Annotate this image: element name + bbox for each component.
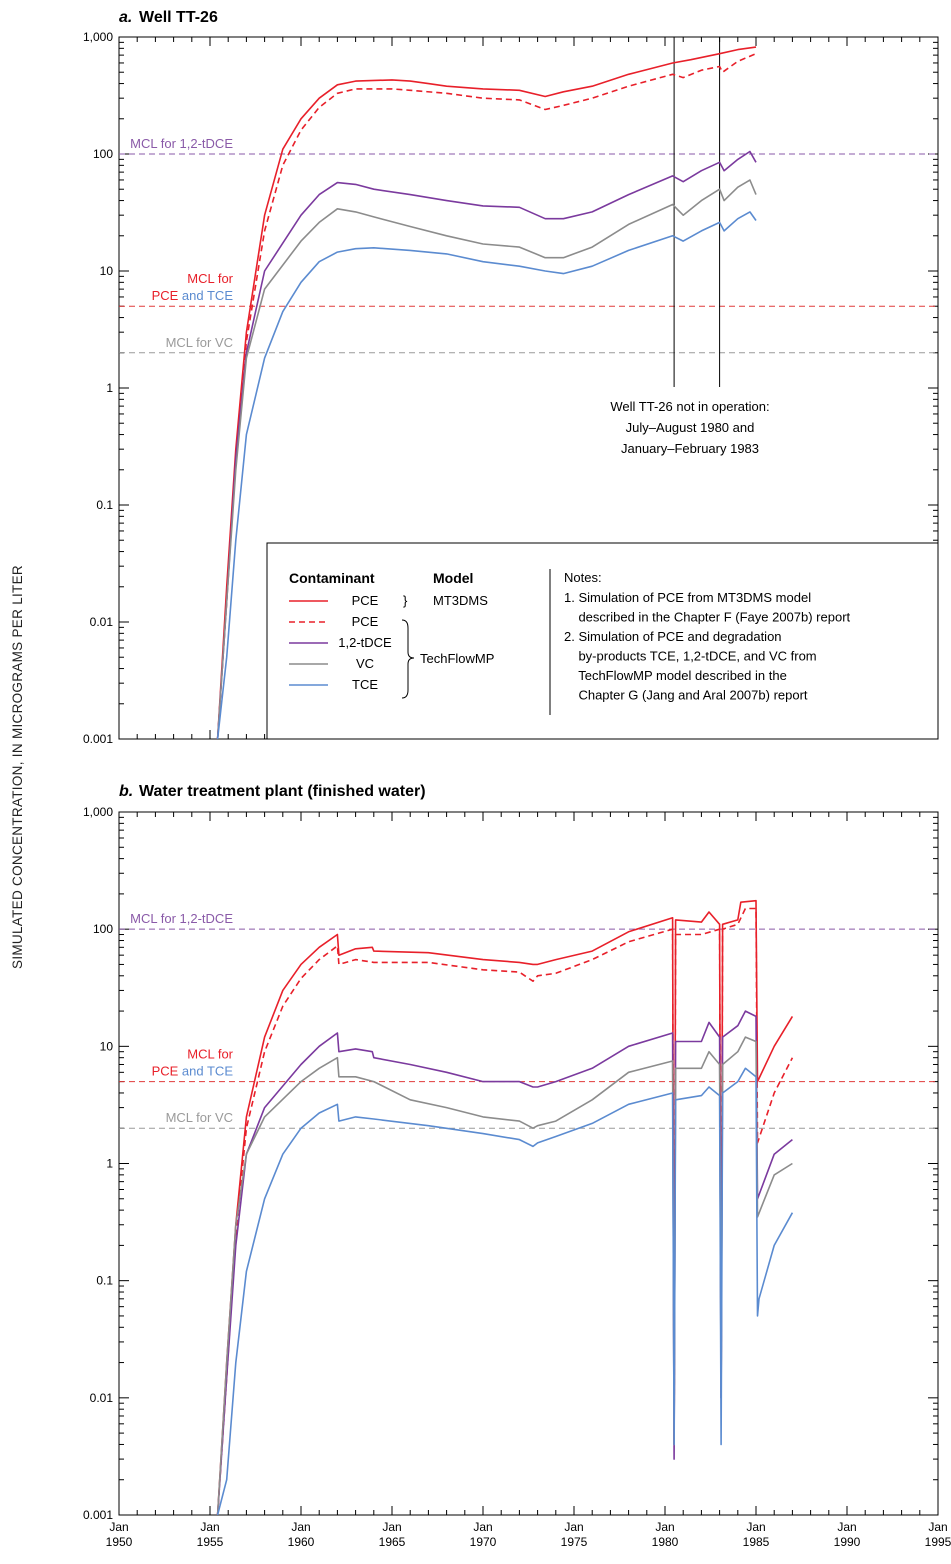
x-tick-label: 1980 [652, 1535, 679, 1549]
legend-note-line: described in the Chapter F (Faye 2007b) … [564, 610, 851, 625]
legend-model-techflow: TechFlowMP [420, 651, 494, 666]
mcl-label-segment: MCL for [187, 271, 233, 286]
x-tick-label: 1950 [106, 1535, 133, 1549]
legend-brace-mt3dms: } [403, 593, 408, 608]
mcl-label: MCL for VC [166, 335, 233, 350]
x-tick-label: 1955 [197, 1535, 224, 1549]
mcl-label-segment: MCL for 1,2-tDCE [130, 911, 233, 926]
y-tick-label: 0.1 [96, 498, 113, 512]
series-line-pce [216, 899, 794, 1515]
legend-note-line: 1. Simulation of PCE from MT3DMS model [564, 590, 811, 605]
series-line-pce-dashed [216, 907, 794, 1515]
legend-notes-title: Notes: [564, 570, 602, 585]
mcl-label-segment: MCL for VC [166, 335, 233, 350]
legend-note-line: by-products TCE, 1,2-tDCE, and VC from [564, 649, 817, 664]
downtime-annotation: Well TT-26 not in operation: [610, 399, 769, 414]
series-line-pce-dashed [216, 52, 757, 739]
x-tick-label: Jan [109, 1520, 128, 1534]
legend-brace-techflow [401, 619, 415, 699]
legend-head-contaminant: Contaminant [289, 570, 375, 586]
panel-b-letter: b. [119, 783, 133, 800]
mcl-label: PCE and TCE [152, 288, 234, 303]
series-line-tce [216, 211, 757, 739]
x-tick-label: 1965 [379, 1535, 406, 1549]
legend-box [266, 542, 939, 740]
series-line-vc [216, 179, 757, 739]
x-tick-label: Jan [928, 1520, 947, 1534]
series-line-12tdce [216, 1010, 793, 1515]
legend-head-model: Model [433, 570, 473, 586]
y-tick-label: 1 [106, 1157, 113, 1171]
legend-label: PCE [352, 614, 379, 629]
x-tick-label: Jan [291, 1520, 310, 1534]
x-tick-label: Jan [837, 1520, 856, 1534]
x-tick-label: 1995 [925, 1535, 951, 1549]
legend-model-mt3dms: MT3DMS [433, 593, 488, 608]
legend-note-line: 2. Simulation of PCE and degradation [564, 629, 782, 644]
x-tick-label: Jan [746, 1520, 765, 1534]
y-tick-label: 100 [93, 147, 113, 161]
mcl-label-segment: MCL for [187, 1047, 233, 1062]
series-line-pce [216, 46, 757, 739]
x-tick-label: Jan [655, 1520, 674, 1534]
y-tick-label: 10 [100, 1039, 114, 1053]
legend-label: TCE [352, 677, 378, 692]
series-line-tce [216, 1067, 794, 1515]
mcl-label: MCL for VC [166, 1110, 233, 1125]
x-tick-label: 1990 [834, 1535, 861, 1549]
x-tick-label: Jan [200, 1520, 219, 1534]
mcl-label-segment: MCL for VC [166, 1110, 233, 1125]
x-tick-label: 1985 [743, 1535, 770, 1549]
panel-b-title: Water treatment plant (finished water) [139, 783, 426, 800]
y-tick-label: 0.01 [90, 615, 114, 629]
y-tick-label: 0.01 [90, 1391, 114, 1405]
legend-note-line: TechFlowMP model described in the [564, 668, 787, 683]
downtime-annotation: July–August 1980 and [626, 420, 755, 435]
mcl-label: MCL for 1,2-tDCE [130, 911, 233, 926]
panel-a-letter: a. [119, 9, 132, 26]
mcl-label-segment: PCE [152, 1064, 179, 1079]
panel-b-chart: 1,0001001010.10.010.001Jan1950Jan1955Jan… [83, 805, 951, 1549]
mcl-label-segment: MCL for 1,2-tDCE [130, 136, 233, 151]
x-tick-label: 1970 [470, 1535, 497, 1549]
mcl-label-segment: and TCE [178, 288, 233, 303]
downtime-annotation: January–February 1983 [621, 441, 759, 456]
y-axis-label: SIMULATED CONCENTRATION, IN MICROGRAMS P… [10, 565, 25, 969]
x-tick-label: Jan [564, 1520, 583, 1534]
y-tick-label: 0.001 [83, 1508, 113, 1522]
y-tick-label: 1,000 [83, 805, 113, 819]
y-tick-label: 100 [93, 922, 113, 936]
panel-a-title: Well TT-26 [139, 9, 218, 26]
x-tick-label: Jan [382, 1520, 401, 1534]
series-line-12tdce [216, 150, 757, 739]
legend-label: PCE [352, 593, 379, 608]
x-tick-label: 1960 [288, 1535, 315, 1549]
mcl-label: MCL for 1,2-tDCE [130, 136, 233, 151]
y-tick-label: 0.1 [96, 1274, 113, 1288]
mcl-label: MCL for [187, 271, 233, 286]
mcl-label: MCL for [187, 1047, 233, 1062]
series-line-vc [216, 1036, 793, 1515]
y-tick-label: 0.001 [83, 732, 113, 746]
mcl-label-segment: PCE [152, 288, 179, 303]
x-tick-label: Jan [473, 1520, 492, 1534]
y-tick-label: 1 [106, 381, 113, 395]
panel-a-chart: 1,000 100 10 1 0.1 0.01 0.001 MCL for 1,2-tDCE M… [83, 30, 939, 746]
mcl-label-segment: and TCE [178, 1064, 233, 1079]
legend-note-line: Chapter G (Jang and Aral 2007b) report [564, 688, 808, 703]
y-tick-label: 10 [100, 264, 114, 278]
x-tick-label: 1975 [561, 1535, 588, 1549]
legend-label: VC [356, 656, 374, 671]
y-tick-label: 1,000 [83, 30, 113, 44]
mcl-label: PCE and TCE [152, 1064, 234, 1079]
legend-label: 1,2-tDCE [338, 635, 392, 650]
